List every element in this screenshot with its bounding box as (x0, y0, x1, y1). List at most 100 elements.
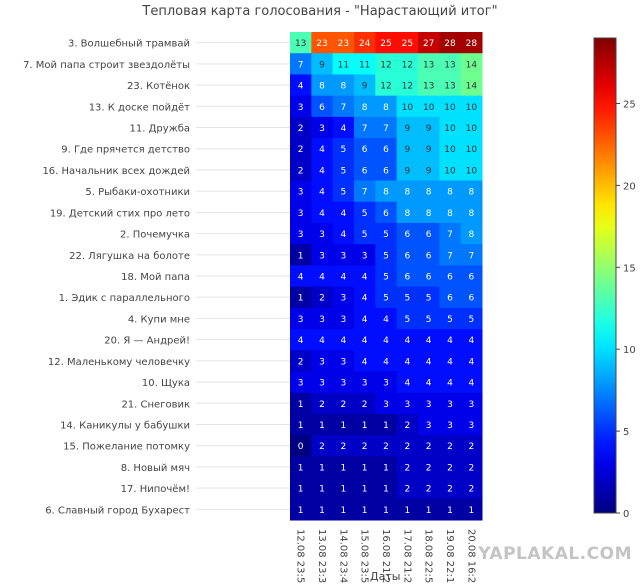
heatmap-cell (332, 350, 355, 372)
cell-value-label: 4 (404, 379, 410, 389)
heatmap-cell (354, 95, 376, 118)
cell-value-label: 9 (426, 166, 432, 176)
heatmap-cell (332, 392, 355, 415)
cell-value-label: 7 (340, 103, 346, 113)
heatmap-cell (332, 456, 355, 479)
heatmap-cell (290, 74, 312, 97)
cell-value-label: 8 (447, 188, 453, 198)
heatmap-cell (439, 477, 462, 500)
heatmap-cell (311, 138, 334, 160)
heatmap-cell (290, 307, 312, 330)
heatmap-cell (311, 413, 334, 436)
cell-value-label: 4 (362, 336, 368, 346)
heatmap-cell (375, 116, 398, 139)
heatmap-cell (354, 53, 376, 75)
heatmap-cell (311, 392, 334, 415)
heatmap-cell (439, 435, 462, 457)
cell-value-label: 13 (444, 82, 455, 92)
cell-value-label: 5 (447, 315, 453, 325)
heatmap-cell (460, 180, 483, 203)
chart-title: Тепловая карта голосования - "Нарастающи… (142, 4, 498, 19)
heatmap-cell (290, 371, 312, 394)
cell-value-label: 8 (404, 209, 410, 219)
cell-value-label: 2 (362, 442, 368, 452)
cell-value-label: 4 (319, 336, 325, 346)
cell-value-label: 6 (447, 294, 453, 304)
cell-value-label: 7 (298, 60, 304, 70)
cell-value-label: 3 (319, 230, 325, 240)
cell-value-label: 3 (468, 400, 474, 410)
cell-value-label: 4 (298, 82, 304, 92)
heatmap-cell (460, 138, 483, 160)
cell-value-label: 3 (298, 315, 304, 325)
cell-value-label: 3 (319, 315, 325, 325)
cell-value-label: 1 (319, 463, 325, 473)
heatmap-cell (332, 222, 355, 245)
cell-value-label: 10 (444, 124, 456, 134)
cell-value-label: 13 (295, 39, 306, 49)
cell-value-label: 2 (426, 463, 432, 473)
heatmap-cell (460, 244, 483, 266)
heatmap-cell (290, 329, 312, 351)
heatmap-cell (460, 498, 483, 521)
heatmap-cell (354, 222, 376, 245)
heatmap-cell (439, 32, 462, 54)
heatmap-cell (290, 180, 312, 203)
y-tick-label: 15. Пожелание потомку (63, 442, 190, 453)
y-tick-label: 16. Начальник всех дождей (42, 166, 190, 177)
cell-value-label: 23 (316, 39, 327, 49)
heatmap-cell (396, 138, 419, 160)
cell-value-label: 8 (362, 103, 368, 113)
cell-value-label: 3 (340, 357, 346, 367)
cell-value-label: 7 (447, 251, 453, 261)
cell-value-label: 6 (426, 273, 432, 283)
cell-value-label: 1 (362, 506, 368, 516)
heatmap-cell (354, 32, 376, 54)
cell-value-label: 3 (319, 124, 325, 134)
colorbar (593, 37, 617, 514)
cell-value-label: 3 (319, 357, 325, 367)
heatmap-cell (396, 435, 419, 457)
cell-value-label: 6 (383, 166, 389, 176)
cell-value-label: 10 (466, 124, 478, 134)
cell-value-label: 1 (426, 506, 432, 516)
cell-value-label: 4 (426, 357, 432, 367)
heatmap-cell (290, 116, 312, 139)
heatmap-cell (332, 307, 355, 330)
x-tick-label: 20.08 16:2 (465, 529, 476, 583)
heatmap-cell (375, 307, 398, 330)
heatmap-cell (396, 265, 419, 288)
cell-value-label: 3 (447, 421, 453, 431)
cell-value-label: 8 (426, 209, 432, 219)
cell-value-label: 10 (466, 145, 478, 155)
cell-value-label: 4 (383, 336, 389, 346)
heatmap-cell (332, 32, 355, 54)
x-tick-label: 15.08 23:5 (359, 529, 370, 583)
heatmap-cell (290, 477, 312, 500)
heatmap-cell (396, 413, 419, 436)
cell-value-label: 10 (466, 103, 478, 113)
heatmap-cell (460, 456, 483, 479)
cell-value-label: 1 (383, 463, 389, 473)
cell-value-label: 1 (468, 506, 474, 516)
cell-value-label: 2 (319, 442, 325, 452)
heatmap-cell (460, 74, 483, 97)
heatmap-cell (311, 350, 334, 372)
cell-value-label: 4 (340, 230, 346, 240)
heatmap-cell (418, 371, 440, 394)
cell-value-label: 4 (468, 379, 474, 389)
heatmap-cell (460, 413, 483, 436)
cell-value-label: 3 (362, 251, 368, 261)
cell-value-label: 1 (319, 506, 325, 516)
cell-value-label: 5 (404, 294, 410, 304)
heatmap-cell (332, 265, 355, 288)
cell-value-label: 2 (404, 442, 410, 452)
heatmap-cell (396, 286, 419, 309)
heatmap-cell (290, 392, 312, 415)
y-tick-label: 3. Волшебный трамвай (68, 39, 190, 50)
cell-value-label: 9 (404, 124, 410, 134)
heatmap-cell (460, 159, 483, 182)
heatmap-cell (396, 350, 419, 372)
y-tick-label: 10. Щука (142, 378, 190, 389)
cell-value-label: 5 (383, 251, 389, 261)
